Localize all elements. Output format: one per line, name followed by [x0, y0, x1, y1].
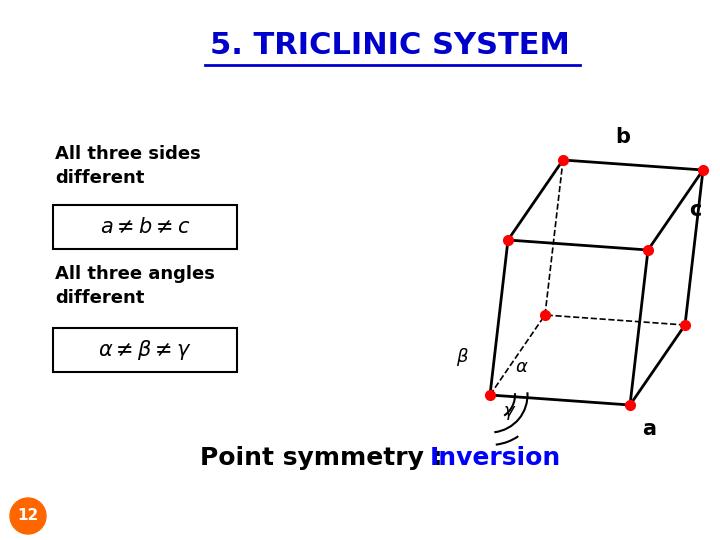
Text: Inversion: Inversion — [430, 446, 562, 470]
Text: 5. TRICLINIC SYSTEM: 5. TRICLINIC SYSTEM — [210, 30, 570, 59]
FancyBboxPatch shape — [53, 328, 237, 372]
Text: $\gamma$: $\gamma$ — [503, 404, 517, 422]
Text: All three sides
different: All three sides different — [55, 145, 201, 187]
Text: c: c — [690, 200, 702, 220]
Circle shape — [10, 498, 46, 534]
Text: All three angles
different: All three angles different — [55, 265, 215, 307]
Text: Point symmetry :: Point symmetry : — [200, 446, 451, 470]
Text: $\alpha \neq \beta \neq \gamma$: $\alpha \neq \beta \neq \gamma$ — [98, 338, 192, 362]
Text: 12: 12 — [17, 509, 39, 523]
Text: $\beta$: $\beta$ — [456, 346, 469, 368]
Text: b: b — [616, 127, 631, 147]
Text: $\alpha$: $\alpha$ — [516, 358, 528, 376]
Text: $a \neq b \neq c$: $a \neq b \neq c$ — [100, 217, 190, 237]
Text: a: a — [642, 419, 656, 439]
FancyBboxPatch shape — [53, 205, 237, 249]
